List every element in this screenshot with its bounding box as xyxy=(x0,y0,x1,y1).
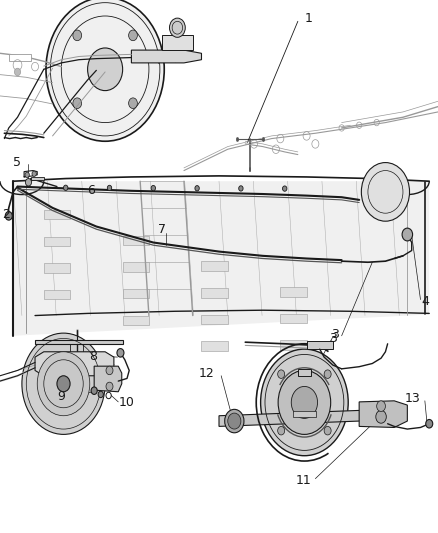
Circle shape xyxy=(25,179,32,186)
Polygon shape xyxy=(35,340,123,344)
Polygon shape xyxy=(280,314,307,324)
Circle shape xyxy=(324,426,331,435)
Circle shape xyxy=(32,171,36,176)
Polygon shape xyxy=(31,177,44,180)
Circle shape xyxy=(88,48,123,91)
Circle shape xyxy=(361,163,410,221)
Polygon shape xyxy=(201,341,228,351)
Text: 3: 3 xyxy=(329,332,337,345)
Circle shape xyxy=(91,387,97,394)
Text: 7: 7 xyxy=(158,223,166,236)
Circle shape xyxy=(278,370,331,434)
Polygon shape xyxy=(35,352,114,376)
Polygon shape xyxy=(44,290,70,300)
Polygon shape xyxy=(193,338,438,506)
Circle shape xyxy=(64,185,68,190)
Circle shape xyxy=(106,366,113,375)
Polygon shape xyxy=(280,341,307,350)
Circle shape xyxy=(5,212,12,220)
Circle shape xyxy=(225,409,244,433)
Text: 2: 2 xyxy=(2,208,10,221)
Polygon shape xyxy=(131,50,201,63)
Circle shape xyxy=(57,376,70,392)
Polygon shape xyxy=(44,237,70,246)
Text: 11: 11 xyxy=(295,474,311,487)
Circle shape xyxy=(228,413,241,429)
Polygon shape xyxy=(280,367,307,377)
Text: 9: 9 xyxy=(57,390,65,403)
Circle shape xyxy=(107,185,112,191)
Text: 12: 12 xyxy=(199,367,215,379)
Polygon shape xyxy=(201,314,228,324)
Circle shape xyxy=(239,186,243,191)
Polygon shape xyxy=(13,181,429,336)
Polygon shape xyxy=(219,410,372,426)
Circle shape xyxy=(22,333,105,434)
Text: 4: 4 xyxy=(421,295,429,308)
Circle shape xyxy=(376,410,386,423)
Polygon shape xyxy=(293,411,316,417)
Circle shape xyxy=(261,349,348,456)
Polygon shape xyxy=(201,261,228,271)
Polygon shape xyxy=(123,289,149,298)
Polygon shape xyxy=(0,338,193,480)
Polygon shape xyxy=(162,35,193,50)
Circle shape xyxy=(46,0,164,141)
Circle shape xyxy=(106,382,113,391)
Polygon shape xyxy=(201,288,228,297)
Circle shape xyxy=(324,370,331,378)
Text: 3: 3 xyxy=(331,328,339,341)
Polygon shape xyxy=(0,171,438,338)
Polygon shape xyxy=(280,287,307,297)
Circle shape xyxy=(98,391,103,398)
Circle shape xyxy=(283,186,287,191)
Circle shape xyxy=(291,386,318,418)
Polygon shape xyxy=(9,54,31,61)
Polygon shape xyxy=(307,341,333,349)
Circle shape xyxy=(37,352,90,416)
Text: 10: 10 xyxy=(119,397,135,409)
Circle shape xyxy=(151,185,155,191)
Circle shape xyxy=(402,228,413,241)
Circle shape xyxy=(129,98,138,109)
Circle shape xyxy=(73,98,81,109)
Polygon shape xyxy=(44,263,70,273)
Text: 1: 1 xyxy=(304,12,312,25)
Circle shape xyxy=(377,401,385,411)
Polygon shape xyxy=(0,0,438,171)
Polygon shape xyxy=(123,262,149,272)
Polygon shape xyxy=(123,236,149,245)
Circle shape xyxy=(73,30,81,41)
Text: 6: 6 xyxy=(87,184,95,197)
Circle shape xyxy=(195,185,199,191)
Circle shape xyxy=(278,426,285,435)
Circle shape xyxy=(117,349,124,357)
Circle shape xyxy=(170,18,185,37)
Polygon shape xyxy=(298,369,311,376)
Circle shape xyxy=(278,370,285,378)
Circle shape xyxy=(14,68,21,76)
Polygon shape xyxy=(359,401,407,427)
Circle shape xyxy=(25,172,29,177)
Circle shape xyxy=(426,419,433,428)
Text: 13: 13 xyxy=(405,392,420,405)
Text: 5: 5 xyxy=(13,156,21,169)
Polygon shape xyxy=(123,316,149,325)
Circle shape xyxy=(129,30,138,41)
Text: 8: 8 xyxy=(89,350,97,362)
Polygon shape xyxy=(44,210,70,220)
Polygon shape xyxy=(94,366,122,392)
